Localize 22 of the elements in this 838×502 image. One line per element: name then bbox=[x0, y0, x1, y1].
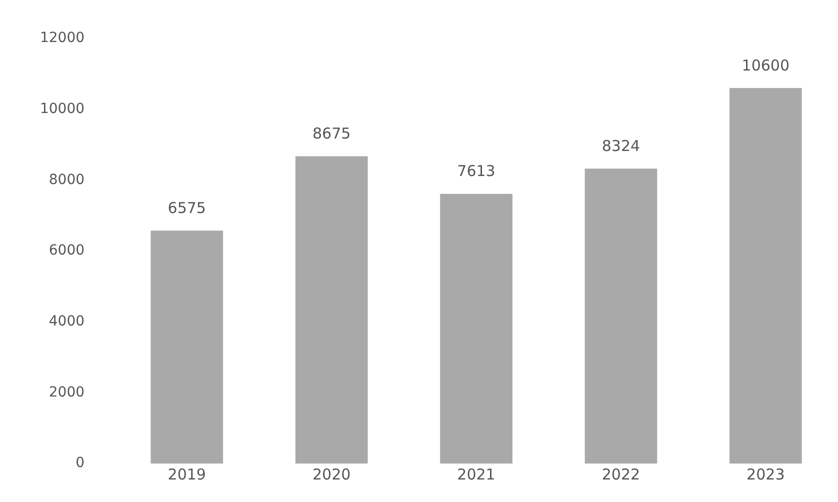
x-tick-label: 2023 bbox=[746, 465, 785, 484]
data-label: 8324 bbox=[602, 137, 640, 156]
y-tick-label: 10000 bbox=[40, 100, 85, 117]
bar bbox=[150, 230, 224, 464]
data-label: 7613 bbox=[457, 162, 496, 180]
x-tick-label: 2022 bbox=[602, 465, 640, 484]
x-tick-label: 2020 bbox=[312, 465, 351, 484]
y-tick-label: 12000 bbox=[40, 30, 85, 46]
y-tick-label: 2000 bbox=[48, 384, 85, 400]
bar bbox=[584, 168, 658, 464]
y-tick-label: 0 bbox=[76, 455, 85, 472]
y-tick-label: 4000 bbox=[48, 314, 85, 330]
bar bbox=[295, 156, 368, 464]
data-label: 10600 bbox=[742, 56, 790, 74]
x-tick-label: 2021 bbox=[457, 465, 496, 484]
bar bbox=[440, 194, 512, 464]
y-tick-label: 6000 bbox=[48, 242, 85, 259]
y-tick-label: 8000 bbox=[48, 172, 85, 188]
bar bbox=[729, 88, 802, 464]
data-label: 6575 bbox=[168, 199, 206, 218]
data-label: 8675 bbox=[312, 124, 351, 143]
x-tick-label: 2019 bbox=[168, 465, 206, 484]
